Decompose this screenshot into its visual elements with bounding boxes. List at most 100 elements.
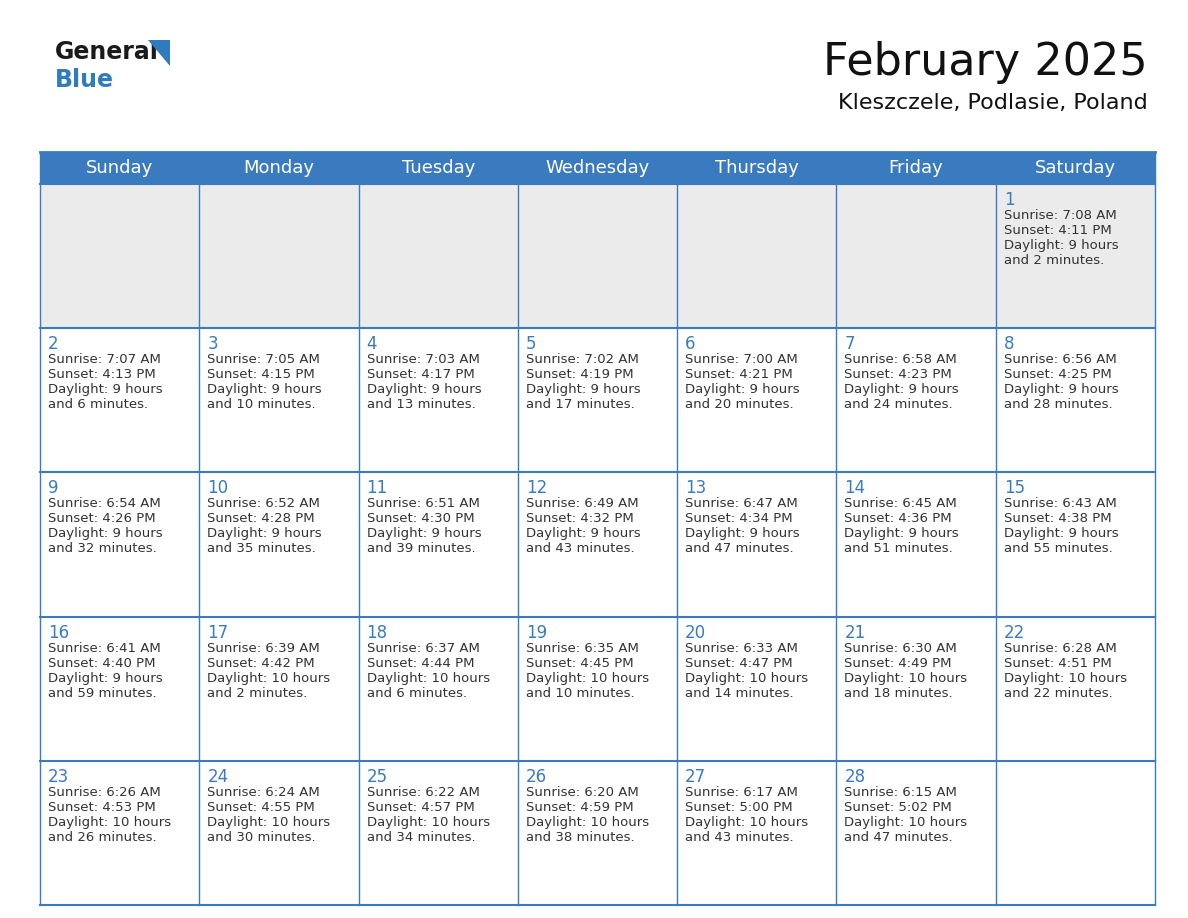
Text: Daylight: 9 hours: Daylight: 9 hours bbox=[685, 383, 800, 397]
Text: and 17 minutes.: and 17 minutes. bbox=[526, 398, 634, 411]
Text: 13: 13 bbox=[685, 479, 707, 498]
Bar bbox=[40, 184, 200, 329]
Text: and 18 minutes.: and 18 minutes. bbox=[845, 687, 953, 700]
Text: Daylight: 9 hours: Daylight: 9 hours bbox=[526, 528, 640, 541]
Text: Friday: Friday bbox=[889, 159, 943, 177]
Text: Daylight: 9 hours: Daylight: 9 hours bbox=[367, 383, 481, 397]
Text: Daylight: 9 hours: Daylight: 9 hours bbox=[845, 528, 959, 541]
Text: Daylight: 9 hours: Daylight: 9 hours bbox=[48, 383, 163, 397]
Text: Sunset: 4:26 PM: Sunset: 4:26 PM bbox=[48, 512, 156, 525]
Text: 9: 9 bbox=[48, 479, 58, 498]
Bar bbox=[200, 617, 359, 761]
Text: and 20 minutes.: and 20 minutes. bbox=[685, 398, 794, 411]
Text: and 39 minutes.: and 39 minutes. bbox=[367, 543, 475, 555]
Bar bbox=[677, 617, 836, 761]
Text: Daylight: 10 hours: Daylight: 10 hours bbox=[207, 816, 330, 829]
Text: Sunrise: 6:51 AM: Sunrise: 6:51 AM bbox=[367, 498, 480, 510]
Text: Daylight: 10 hours: Daylight: 10 hours bbox=[367, 672, 489, 685]
Text: 2: 2 bbox=[48, 335, 58, 353]
Text: Daylight: 9 hours: Daylight: 9 hours bbox=[207, 383, 322, 397]
Text: Sunrise: 6:39 AM: Sunrise: 6:39 AM bbox=[207, 642, 320, 655]
Text: Sunset: 5:02 PM: Sunset: 5:02 PM bbox=[845, 800, 952, 813]
Text: Sunset: 4:13 PM: Sunset: 4:13 PM bbox=[48, 368, 156, 381]
Bar bbox=[836, 617, 996, 761]
Text: 14: 14 bbox=[845, 479, 866, 498]
Bar bbox=[518, 761, 677, 905]
Text: Sunrise: 7:03 AM: Sunrise: 7:03 AM bbox=[367, 353, 480, 366]
Text: Daylight: 9 hours: Daylight: 9 hours bbox=[845, 383, 959, 397]
Text: and 22 minutes.: and 22 minutes. bbox=[1004, 687, 1112, 700]
Bar bbox=[677, 473, 836, 617]
Text: Sunrise: 6:56 AM: Sunrise: 6:56 AM bbox=[1004, 353, 1117, 366]
Text: Daylight: 10 hours: Daylight: 10 hours bbox=[526, 816, 649, 829]
Text: 28: 28 bbox=[845, 767, 866, 786]
Text: Sunset: 4:45 PM: Sunset: 4:45 PM bbox=[526, 656, 633, 669]
Text: Daylight: 10 hours: Daylight: 10 hours bbox=[845, 672, 967, 685]
Text: Sunset: 4:19 PM: Sunset: 4:19 PM bbox=[526, 368, 633, 381]
Text: Sunset: 4:34 PM: Sunset: 4:34 PM bbox=[685, 512, 792, 525]
Text: and 32 minutes.: and 32 minutes. bbox=[48, 543, 157, 555]
Text: 17: 17 bbox=[207, 623, 228, 642]
Text: Sunrise: 7:00 AM: Sunrise: 7:00 AM bbox=[685, 353, 798, 366]
Text: and 24 minutes.: and 24 minutes. bbox=[845, 398, 953, 411]
Bar bbox=[518, 473, 677, 617]
Text: and 47 minutes.: and 47 minutes. bbox=[845, 831, 953, 844]
Bar bbox=[40, 152, 1155, 184]
Text: Sunset: 4:15 PM: Sunset: 4:15 PM bbox=[207, 368, 315, 381]
Text: and 38 minutes.: and 38 minutes. bbox=[526, 831, 634, 844]
Text: February 2025: February 2025 bbox=[823, 40, 1148, 84]
Bar bbox=[359, 473, 518, 617]
Text: 27: 27 bbox=[685, 767, 707, 786]
Text: and 47 minutes.: and 47 minutes. bbox=[685, 543, 794, 555]
Text: 8: 8 bbox=[1004, 335, 1015, 353]
Bar bbox=[359, 761, 518, 905]
Text: Daylight: 10 hours: Daylight: 10 hours bbox=[48, 816, 171, 829]
Text: Daylight: 9 hours: Daylight: 9 hours bbox=[526, 383, 640, 397]
Text: 20: 20 bbox=[685, 623, 707, 642]
Text: 24: 24 bbox=[207, 767, 228, 786]
Text: 12: 12 bbox=[526, 479, 548, 498]
Bar bbox=[359, 329, 518, 473]
Text: Sunrise: 6:28 AM: Sunrise: 6:28 AM bbox=[1004, 642, 1117, 655]
Bar bbox=[996, 329, 1155, 473]
Text: and 10 minutes.: and 10 minutes. bbox=[207, 398, 316, 411]
Bar bbox=[836, 329, 996, 473]
Text: Daylight: 10 hours: Daylight: 10 hours bbox=[845, 816, 967, 829]
Bar bbox=[996, 617, 1155, 761]
Text: Sunset: 4:57 PM: Sunset: 4:57 PM bbox=[367, 800, 474, 813]
Text: and 26 minutes.: and 26 minutes. bbox=[48, 831, 157, 844]
Text: Sunset: 4:51 PM: Sunset: 4:51 PM bbox=[1004, 656, 1112, 669]
Text: Daylight: 10 hours: Daylight: 10 hours bbox=[685, 672, 808, 685]
Text: 10: 10 bbox=[207, 479, 228, 498]
Text: Sunrise: 6:37 AM: Sunrise: 6:37 AM bbox=[367, 642, 480, 655]
Text: Saturday: Saturday bbox=[1035, 159, 1116, 177]
Text: and 51 minutes.: and 51 minutes. bbox=[845, 543, 953, 555]
Text: Sunrise: 6:47 AM: Sunrise: 6:47 AM bbox=[685, 498, 798, 510]
Text: and 30 minutes.: and 30 minutes. bbox=[207, 831, 316, 844]
Text: Daylight: 9 hours: Daylight: 9 hours bbox=[1004, 239, 1118, 252]
Text: Sunrise: 6:43 AM: Sunrise: 6:43 AM bbox=[1004, 498, 1117, 510]
Text: Sunset: 4:55 PM: Sunset: 4:55 PM bbox=[207, 800, 315, 813]
Bar bbox=[677, 329, 836, 473]
Text: and 35 minutes.: and 35 minutes. bbox=[207, 543, 316, 555]
Text: 4: 4 bbox=[367, 335, 377, 353]
Text: Sunset: 4:40 PM: Sunset: 4:40 PM bbox=[48, 656, 156, 669]
Text: Sunrise: 7:02 AM: Sunrise: 7:02 AM bbox=[526, 353, 639, 366]
Text: Daylight: 10 hours: Daylight: 10 hours bbox=[526, 672, 649, 685]
Text: Sunset: 4:36 PM: Sunset: 4:36 PM bbox=[845, 512, 952, 525]
Text: Sunset: 4:11 PM: Sunset: 4:11 PM bbox=[1004, 224, 1112, 237]
Text: Sunrise: 6:45 AM: Sunrise: 6:45 AM bbox=[845, 498, 958, 510]
Bar bbox=[996, 473, 1155, 617]
Text: Sunset: 4:32 PM: Sunset: 4:32 PM bbox=[526, 512, 633, 525]
Text: Daylight: 9 hours: Daylight: 9 hours bbox=[1004, 528, 1118, 541]
Text: Daylight: 9 hours: Daylight: 9 hours bbox=[685, 528, 800, 541]
Bar bbox=[200, 184, 359, 329]
Text: and 2 minutes.: and 2 minutes. bbox=[207, 687, 308, 700]
Text: Sunday: Sunday bbox=[86, 159, 153, 177]
Text: and 2 minutes.: and 2 minutes. bbox=[1004, 254, 1104, 267]
Bar bbox=[836, 761, 996, 905]
Bar bbox=[359, 184, 518, 329]
Text: Daylight: 10 hours: Daylight: 10 hours bbox=[685, 816, 808, 829]
Text: Sunrise: 6:22 AM: Sunrise: 6:22 AM bbox=[367, 786, 480, 799]
Text: Kleszczele, Podlasie, Poland: Kleszczele, Podlasie, Poland bbox=[839, 93, 1148, 113]
